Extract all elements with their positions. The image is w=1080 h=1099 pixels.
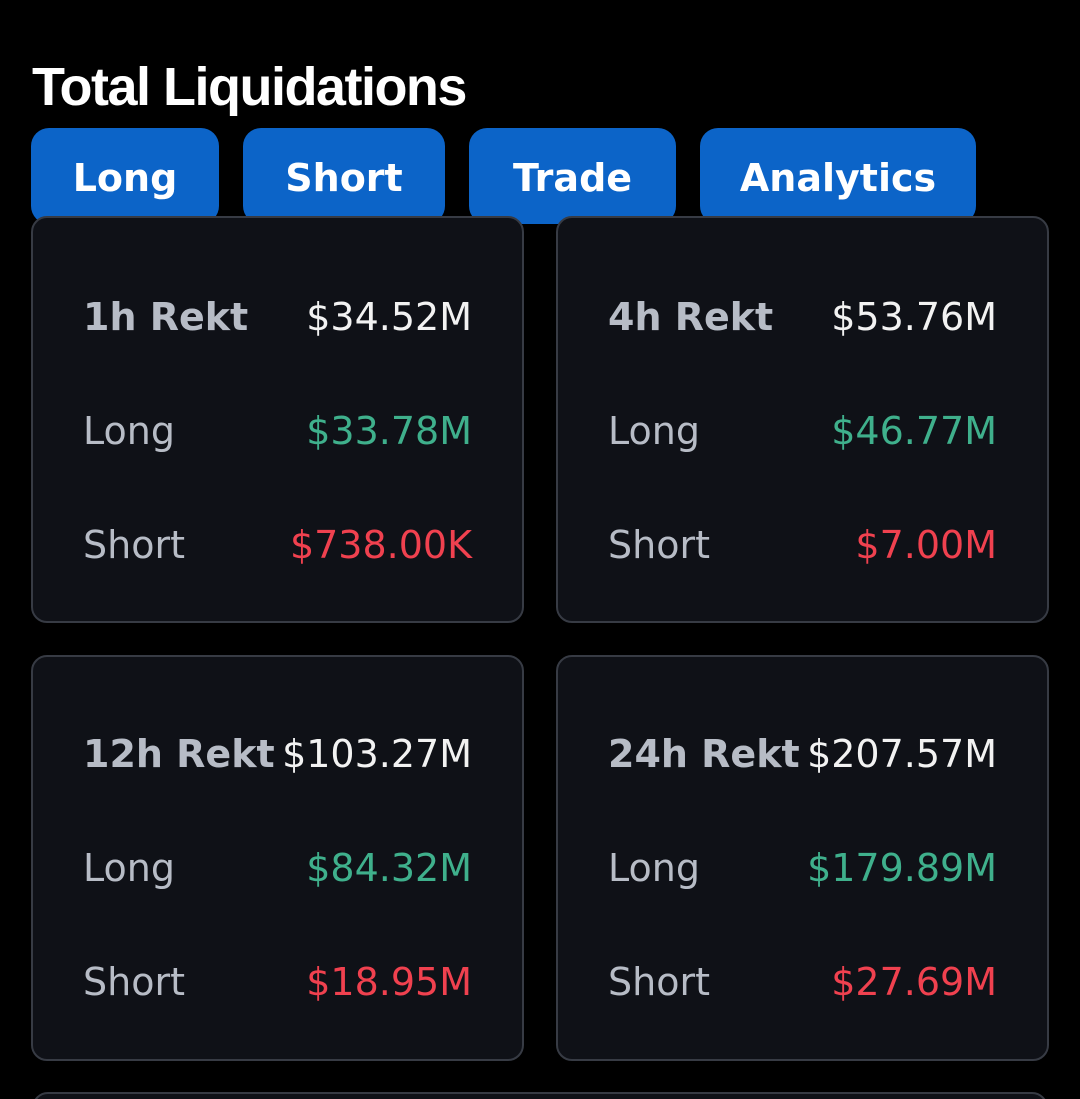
tab-analytics[interactable]: Analytics	[700, 128, 976, 224]
period-label: 24h Rekt	[608, 732, 800, 776]
long-row: Long $179.89M	[608, 843, 997, 893]
card-header-row: 12h Rekt $103.27M	[83, 729, 472, 779]
total-value: $34.52M	[306, 295, 472, 339]
card-header-row: 4h Rekt $53.76M	[608, 292, 997, 342]
long-label: Long	[83, 846, 175, 890]
short-value: $27.69M	[831, 960, 997, 1004]
tab-short[interactable]: Short	[243, 128, 445, 224]
short-value: $18.95M	[306, 960, 472, 1004]
card-1h: 1h Rekt $34.52M Long $33.78M Short $738.…	[31, 216, 524, 623]
short-value: $738.00K	[289, 523, 472, 567]
short-value: $7.00M	[855, 523, 997, 567]
long-value: $179.89M	[807, 846, 997, 890]
page-title: Total Liquidations	[32, 57, 467, 117]
total-value: $103.27M	[282, 732, 472, 776]
tab-trade[interactable]: Trade	[469, 128, 676, 224]
card-4h: 4h Rekt $53.76M Long $46.77M Short $7.00…	[556, 216, 1049, 623]
long-label: Long	[83, 409, 175, 453]
short-row: Short $27.69M	[608, 957, 997, 1007]
card-24h: 24h Rekt $207.57M Long $179.89M Short $2…	[556, 655, 1049, 1061]
long-row: Long $46.77M	[608, 406, 997, 456]
long-value: $33.78M	[306, 409, 472, 453]
short-row: Short $738.00K	[83, 520, 472, 570]
total-value: $53.76M	[831, 295, 997, 339]
period-label: 12h Rekt	[83, 732, 275, 776]
long-row: Long $84.32M	[83, 843, 472, 893]
card-header-row: 24h Rekt $207.57M	[608, 729, 997, 779]
long-label: Long	[608, 409, 700, 453]
short-row: Short $18.95M	[83, 957, 472, 1007]
long-row: Long $33.78M	[83, 406, 472, 456]
total-value: $207.57M	[807, 732, 997, 776]
card-header-row: 1h Rekt $34.52M	[83, 292, 472, 342]
card-12h: 12h Rekt $103.27M Long $84.32M Short $18…	[31, 655, 524, 1061]
long-label: Long	[608, 846, 700, 890]
long-value: $84.32M	[306, 846, 472, 890]
period-label: 4h Rekt	[608, 295, 774, 339]
short-label: Short	[608, 960, 710, 1004]
next-card-partial	[32, 1092, 1048, 1099]
short-label: Short	[83, 960, 185, 1004]
short-label: Short	[83, 523, 185, 567]
tab-long[interactable]: Long	[31, 128, 219, 224]
short-row: Short $7.00M	[608, 520, 997, 570]
period-label: 1h Rekt	[83, 295, 249, 339]
short-label: Short	[608, 523, 710, 567]
long-value: $46.77M	[831, 409, 997, 453]
